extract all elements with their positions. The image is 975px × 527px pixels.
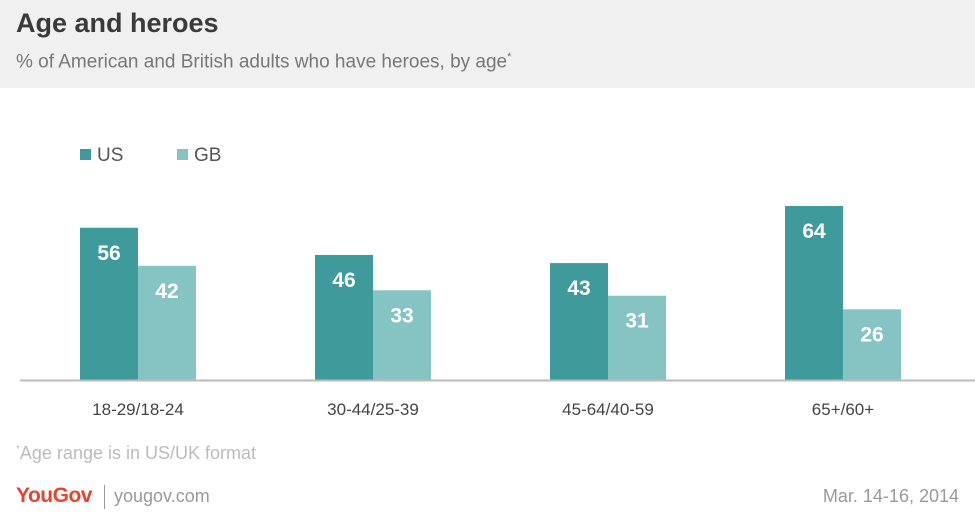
footnote-text: Age range is in US/UK format [19,443,257,463]
x-tick-label-3: 65+/60+ [812,400,874,419]
bar-us-1 [315,254,373,380]
bar-us-2 [550,263,608,380]
survey-date: Mar. 14-16, 2014 [822,486,959,506]
logo-divider [104,485,105,509]
subtitle-footnote-mark: * [507,51,512,63]
bar-gb-2 [608,295,666,380]
legend-item-gb: GB [177,145,221,167]
bar-gb-0 [138,265,196,380]
chart-subtitle: % of American and British adults who hav… [16,51,511,73]
data-label-gb-3: 26 [860,323,883,346]
legend-swatch-gb [177,149,188,160]
header-band: Age and heroes % of American and British… [0,0,975,88]
bar-gb-1 [373,290,431,380]
bar-us-3 [785,206,843,380]
x-tick-label-2: 45-64/40-59 [562,400,654,419]
data-label-gb-1: 33 [390,304,413,327]
chart-title: Age and heroes [16,8,219,38]
legend-label-us: US [97,145,124,166]
data-label-us-1: 46 [332,269,355,292]
bar-us-0 [80,227,138,380]
data-label-gb-2: 31 [625,310,649,333]
data-label-us-2: 43 [567,277,590,300]
data-label-us-0: 56 [97,242,120,265]
subtitle-text: % of American and British adults who hav… [16,51,508,73]
data-label-gb-0: 42 [155,280,178,303]
x-tick-label-1: 30-44/25-39 [327,400,419,419]
site-url: yougov.com [114,486,210,506]
legend-item-us: US [80,145,123,167]
footnote-mark: * [16,444,20,455]
footnote: *Age range is in US/UK format [16,443,256,464]
legend-swatch-us [80,149,91,160]
yougov-logo: YouGov [16,484,92,507]
bar-gb-3 [843,309,901,380]
x-tick-label-0: 18-29/18-24 [92,400,184,419]
legend-label-gb: GB [194,145,222,166]
data-label-us-3: 64 [802,220,826,243]
